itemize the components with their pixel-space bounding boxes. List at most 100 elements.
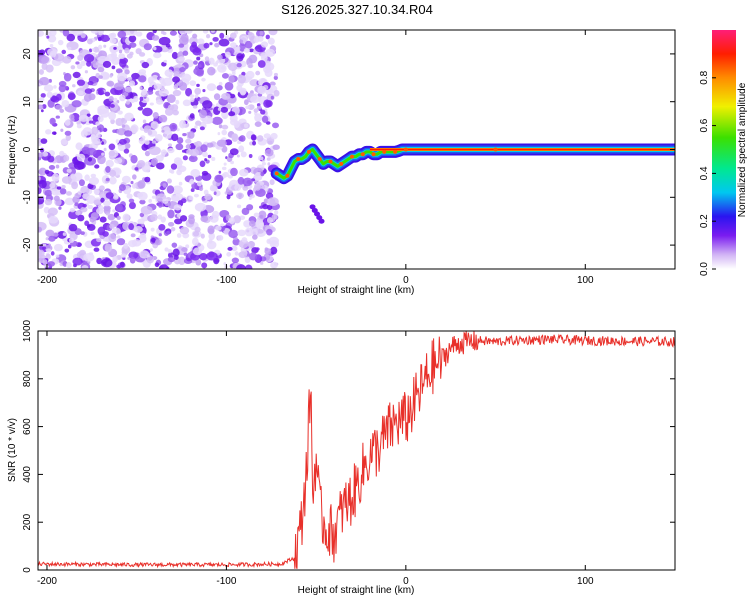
noise-blob (151, 35, 160, 41)
noise-blob (183, 252, 188, 256)
noise-blob (193, 141, 198, 146)
noise-blob (61, 99, 70, 108)
noise-blob (250, 134, 257, 141)
noise-blob (189, 80, 197, 86)
noise-blob (176, 233, 182, 238)
noise-blob (166, 94, 176, 104)
noise-blob (240, 151, 247, 158)
noise-blob (253, 212, 260, 218)
noise-blob (139, 199, 146, 205)
noise-blob (218, 81, 223, 86)
noise-blob (180, 33, 189, 43)
noise-blob (227, 174, 234, 179)
noise-blob (152, 123, 157, 128)
noise-blob (129, 51, 134, 56)
noise-blob (80, 129, 88, 138)
noise-blob (272, 122, 279, 129)
noise-blob (116, 229, 121, 234)
noise-blob (90, 134, 96, 139)
noise-blob (112, 255, 118, 263)
noise-blob (144, 161, 152, 167)
noise-blob (243, 47, 250, 53)
noise-blob (118, 53, 126, 60)
noise-blob (128, 223, 135, 231)
noise-blob (158, 36, 171, 46)
noise-blob (260, 171, 265, 177)
noise-blob (148, 146, 161, 156)
noise-blob (265, 48, 276, 57)
noise-blob (62, 30, 70, 37)
noise-blob (91, 126, 99, 136)
colorbar-tick-label: 0.6 (699, 118, 710, 132)
outlier-blob (318, 218, 325, 224)
noise-blob (259, 30, 264, 36)
noise-blob (110, 52, 118, 59)
noise-blob (88, 176, 100, 186)
noise-blob (252, 234, 258, 240)
noise-blob (203, 42, 210, 49)
noise-blob (175, 143, 184, 151)
noise-blob (268, 236, 280, 246)
noise-blob (176, 137, 184, 144)
noise-blob (236, 45, 241, 51)
noise-blob (241, 207, 250, 216)
noise-blob (47, 261, 55, 267)
signal-peak (493, 147, 498, 152)
noise-blob (38, 55, 50, 64)
noise-blob (103, 206, 111, 215)
noise-blob (76, 124, 82, 129)
noise-blob (267, 162, 271, 166)
signal-peak (371, 152, 376, 157)
noise-blob (55, 115, 60, 119)
noise-blob (212, 36, 219, 42)
noise-blob (247, 63, 254, 69)
spectrogram-signal (270, 143, 675, 224)
noise-blob (138, 52, 146, 57)
noise-blob (96, 237, 102, 243)
noise-blob (187, 131, 195, 139)
noise-blob (197, 38, 205, 45)
noise-blob (204, 56, 210, 62)
snr-ytick-label: 400 (22, 466, 33, 483)
noise-blob (102, 231, 109, 237)
noise-blob (244, 227, 254, 237)
noise-blob (41, 62, 48, 71)
noise-blob (105, 192, 114, 199)
noise-blob (139, 250, 150, 259)
noise-blob (217, 132, 221, 136)
noise-blob (46, 91, 53, 98)
noise-blob (95, 121, 101, 126)
noise-blob (270, 246, 278, 255)
noise-blob (118, 184, 126, 191)
noise-blob (266, 228, 273, 236)
noise-blob (137, 160, 146, 168)
noise-blob (90, 212, 99, 220)
noise-blob (226, 103, 232, 110)
noise-blob (265, 34, 270, 40)
noise-blob (66, 191, 72, 196)
noise-blob (199, 160, 206, 168)
noise-blob (69, 114, 75, 120)
noise-blob (91, 137, 101, 145)
noise-blob (112, 195, 119, 200)
noise-blob (57, 39, 64, 46)
spectrogram-xtick-label: 100 (577, 275, 594, 286)
noise-blob (80, 206, 88, 213)
noise-blob (253, 35, 260, 43)
noise-blob (46, 48, 58, 56)
noise-blob (194, 202, 207, 212)
noise-blob (237, 229, 246, 237)
noise-blob (270, 132, 278, 140)
noise-blob (53, 243, 63, 252)
noise-blob (61, 176, 72, 184)
noise-blob (128, 201, 136, 210)
noise-blob (217, 63, 227, 73)
noise-blob (104, 243, 113, 253)
noise-blob (116, 215, 121, 221)
noise-blob (185, 244, 190, 249)
noise-blob (128, 198, 135, 203)
noise-blob (38, 169, 43, 175)
snr-series (38, 331, 675, 569)
noise-blob (170, 163, 178, 170)
spectrogram-ytick-label: 0 (22, 146, 33, 152)
